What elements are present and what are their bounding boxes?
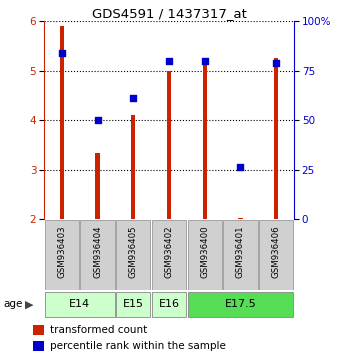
- Text: percentile rank within the sample: percentile rank within the sample: [50, 341, 226, 351]
- Bar: [60, 26, 64, 219]
- Text: GSM936405: GSM936405: [129, 225, 138, 278]
- Bar: [202, 63, 207, 219]
- Bar: [223, 220, 258, 290]
- Bar: [95, 153, 100, 219]
- Text: GSM936401: GSM936401: [236, 225, 245, 278]
- Text: age: age: [3, 299, 23, 309]
- Bar: [188, 220, 222, 290]
- Bar: [33, 325, 44, 335]
- Point: [95, 118, 100, 123]
- Bar: [274, 58, 278, 219]
- Bar: [188, 292, 293, 317]
- Bar: [116, 292, 150, 317]
- Bar: [116, 220, 150, 290]
- Title: GDS4591 / 1437317_at: GDS4591 / 1437317_at: [92, 7, 246, 20]
- Text: transformed count: transformed count: [50, 325, 147, 335]
- Bar: [152, 292, 186, 317]
- Text: GSM936404: GSM936404: [93, 225, 102, 278]
- Text: GSM936400: GSM936400: [200, 225, 209, 278]
- Text: ▶: ▶: [25, 299, 34, 309]
- Point: [130, 95, 136, 101]
- Point: [202, 58, 208, 64]
- Bar: [152, 220, 186, 290]
- Text: E17.5: E17.5: [224, 299, 256, 309]
- Bar: [45, 292, 115, 317]
- Text: GSM936403: GSM936403: [57, 225, 66, 278]
- Text: E15: E15: [123, 299, 144, 309]
- Point: [166, 58, 172, 64]
- Text: GSM936402: GSM936402: [165, 225, 173, 278]
- Bar: [33, 341, 44, 351]
- Text: E14: E14: [69, 299, 90, 309]
- Bar: [238, 218, 243, 219]
- Point: [238, 165, 243, 170]
- Point: [59, 51, 65, 56]
- Bar: [259, 220, 293, 290]
- Bar: [167, 71, 171, 219]
- Bar: [131, 115, 136, 219]
- Bar: [80, 220, 115, 290]
- Bar: [45, 220, 79, 290]
- Text: E16: E16: [159, 299, 179, 309]
- Text: GSM936406: GSM936406: [272, 225, 281, 278]
- Point: [273, 61, 279, 66]
